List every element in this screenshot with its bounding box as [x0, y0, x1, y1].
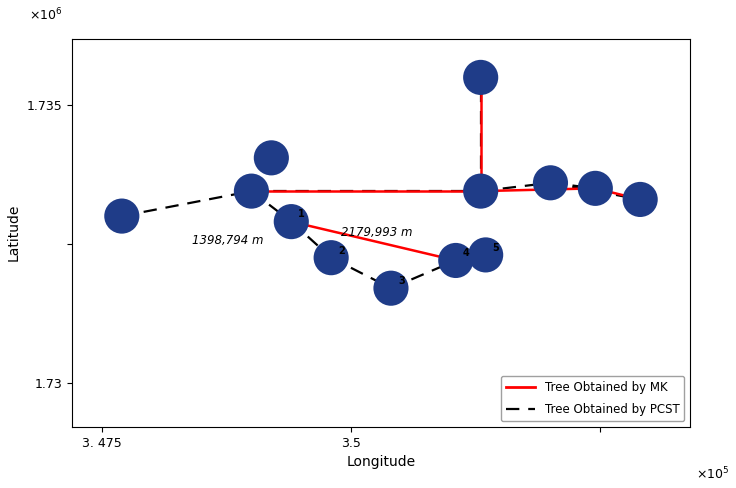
Text: 5: 5 — [492, 243, 499, 253]
Legend: Tree Obtained by MK, Tree Obtained by PCST: Tree Obtained by MK, Tree Obtained by PC… — [501, 376, 684, 421]
X-axis label: Longitude: Longitude — [347, 455, 416, 469]
Point — [475, 74, 486, 81]
Point — [286, 218, 297, 225]
Point — [480, 251, 492, 259]
Point — [450, 257, 461, 264]
Text: 3: 3 — [398, 276, 405, 286]
Point — [475, 187, 486, 195]
Text: $\times 10^5$: $\times 10^5$ — [696, 466, 729, 482]
Text: 1: 1 — [298, 209, 305, 220]
Point — [116, 212, 128, 220]
Text: 2179,993 m: 2179,993 m — [341, 225, 413, 239]
Y-axis label: Latitude: Latitude — [7, 204, 21, 262]
Text: 4: 4 — [463, 248, 470, 258]
Point — [325, 254, 337, 262]
Text: 1398,794 m: 1398,794 m — [191, 234, 263, 247]
Point — [545, 179, 556, 187]
Point — [246, 187, 258, 195]
Text: 2: 2 — [338, 245, 345, 256]
Text: $\times 10^6$: $\times 10^6$ — [29, 6, 63, 23]
Point — [266, 154, 277, 162]
Point — [634, 196, 646, 203]
Point — [590, 184, 601, 192]
Point — [385, 285, 397, 292]
